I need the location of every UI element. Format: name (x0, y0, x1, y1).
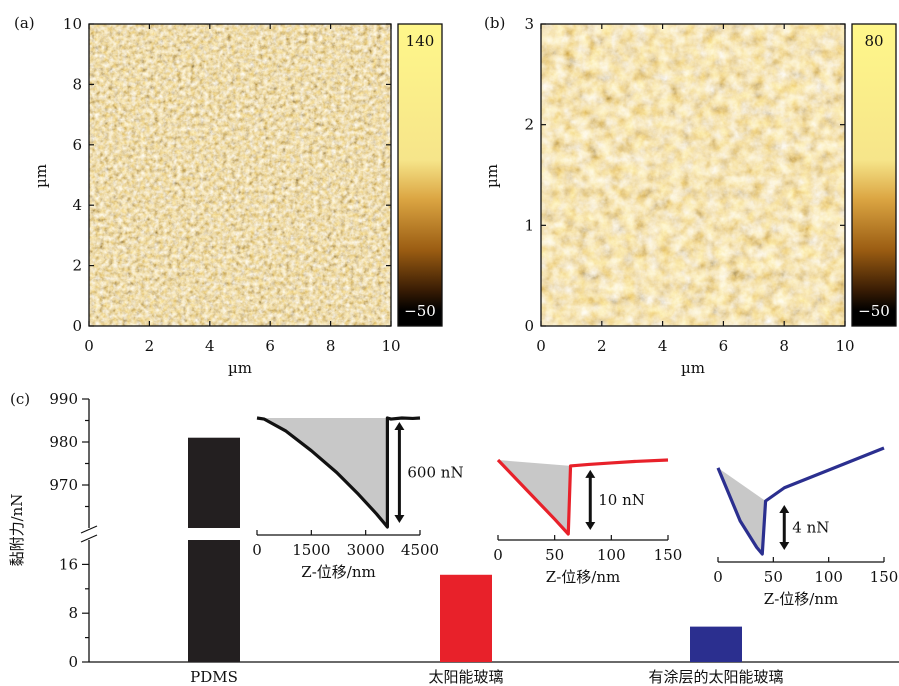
panel-a-colorbar-min: −50 (404, 302, 436, 320)
bar-lower-0 (188, 540, 240, 662)
inset-annotation: 4 nN (792, 519, 829, 537)
panel-c-categories: PDMS 太阳能玻璃 有涂层的太阳能玻璃 (190, 668, 783, 686)
panel-a-frame (88, 23, 392, 327)
panel-a-colorbar (398, 24, 442, 326)
bar-2 (690, 626, 742, 662)
inset-arrowhead (394, 515, 405, 523)
y-tick-label: 3 (524, 15, 534, 33)
y-tick-label: 10 (63, 15, 82, 33)
panel-b-colorbar-min: −50 (858, 302, 890, 320)
bar-upper-0 (188, 437, 240, 528)
x-tick-label: 0 (536, 337, 546, 355)
panel-b-x-ticks: 0 2 4 6 8 10 (536, 24, 855, 355)
y-tick-label: 0 (72, 317, 82, 335)
panel-b-y-axis-label: µm (483, 164, 501, 188)
panel-a-y-ticks: 0 2 4 6 8 10 (63, 15, 391, 335)
y-tick-label: 4 (72, 196, 82, 214)
x-tick-label: 8 (326, 337, 336, 355)
y-tick-label: 0 (524, 317, 534, 335)
y-tick-label: 0 (68, 653, 78, 671)
inset-shaded-area (257, 418, 388, 527)
inset-x-tick-label: 4500 (401, 541, 439, 559)
inset-x-tick-label: 150 (870, 568, 899, 586)
inset-2: 4 nN 0 50 100 150 Z-位移/nm (713, 446, 899, 608)
category-label: PDMS (190, 668, 238, 686)
panel-c: (c) 0 8 16 970 980 990 黏附力/nN PDMS 太阳能玻璃 有涂层的太阳… (8, 390, 899, 686)
panel-a: (a) 0 2 4 6 8 10 0 2 4 6 8 10 µm µm 140 −50 (14, 14, 443, 377)
panel-a-afm-image (89, 24, 391, 326)
x-tick-label: 6 (265, 337, 275, 355)
panel-c-y-ticks: 0 8 16 970 980 990 (49, 390, 89, 671)
y-tick-label: 2 (72, 257, 82, 275)
inset-annotation: 10 nN (598, 491, 645, 509)
inset-curve (256, 416, 421, 529)
inset-x-tick-label: 150 (654, 546, 683, 564)
y-tick-label: 8 (72, 75, 82, 93)
inset-x-tick-label: 50 (545, 546, 564, 564)
inset-curve (496, 458, 669, 536)
x-tick-label: 2 (597, 337, 607, 355)
inset-x-tick-label: 100 (814, 568, 843, 586)
axis-break-mark (80, 534, 98, 543)
inset-x-axis-label: Z-位移/nm (301, 563, 375, 581)
inset-x-tick-label: 0 (493, 546, 503, 564)
x-tick-label: 10 (381, 337, 400, 355)
panel-a-colorbar-max: 140 (406, 32, 435, 50)
category-label: 有涂层的太阳能玻璃 (648, 668, 783, 686)
panel-b: (b) 0 2 4 6 8 10 0 1 2 3 µm µm 80 −50 (483, 14, 897, 377)
inset-arrowhead (585, 522, 596, 530)
panel-c-label: (c) (10, 390, 30, 408)
panel-a-y-axis-label: µm (32, 164, 50, 188)
panel-b-colorbar (852, 24, 896, 326)
y-tick-label: 980 (49, 433, 78, 451)
inset-annotation: 600 nN (407, 464, 463, 482)
inset-x-tick-label: 3000 (347, 541, 385, 559)
y-tick-label: 6 (72, 136, 82, 154)
inset-0: 600 nN 0 1500 3000 4500 Z-位移/nm (252, 416, 464, 581)
category-label: 太阳能玻璃 (428, 668, 503, 686)
x-tick-label: 4 (205, 337, 215, 355)
inset-x-tick-label: 100 (597, 546, 626, 564)
panel-b-frame (540, 23, 846, 327)
panel-a-x-ticks: 0 2 4 6 8 10 (84, 24, 401, 355)
y-tick-label: 1 (524, 216, 534, 234)
bar-1 (440, 574, 492, 662)
y-tick-label: 16 (59, 555, 78, 573)
panel-b-label: (b) (484, 14, 505, 32)
inset-arrowhead (779, 542, 790, 550)
panel-b-y-ticks: 0 1 2 3 (524, 15, 845, 335)
x-tick-label: 0 (84, 337, 94, 355)
y-tick-label: 990 (49, 390, 78, 408)
inset-x-axis-label: Z-位移/nm (546, 568, 620, 586)
inset-shaded-area (718, 467, 766, 554)
inset-x-tick-label: 50 (764, 568, 783, 586)
inset-curve (716, 446, 885, 556)
inset-x-tick-label: 1500 (292, 541, 330, 559)
inset-x-tick-label: 0 (713, 568, 723, 586)
axis-break-mark (80, 525, 98, 534)
x-tick-label: 2 (145, 337, 155, 355)
panel-a-label: (a) (14, 14, 35, 32)
inset-x-axis-label: Z-位移/nm (764, 590, 838, 608)
x-tick-label: 8 (779, 337, 789, 355)
panel-a-x-axis-label: µm (228, 359, 252, 377)
x-tick-label: 10 (835, 337, 854, 355)
inset-arrowhead (779, 505, 790, 513)
panel-b-afm-image (541, 24, 845, 326)
inset-1: 10 nN 0 50 100 150 Z-位移/nm (493, 458, 683, 586)
panel-c-y-axis-label: 黏附力/nN (8, 494, 26, 567)
panel-b-colorbar-max: 80 (864, 32, 883, 50)
x-tick-label: 6 (719, 337, 729, 355)
y-tick-label: 970 (49, 476, 78, 494)
x-tick-label: 4 (658, 337, 668, 355)
inset-x-tick-label: 0 (252, 541, 262, 559)
inset-arrowhead (585, 469, 596, 478)
panel-c-bars (188, 437, 742, 662)
inset-arrowhead (394, 422, 405, 430)
panel-b-x-axis-label: µm (681, 359, 705, 377)
y-tick-label: 2 (524, 116, 534, 134)
y-tick-label: 8 (68, 604, 78, 622)
